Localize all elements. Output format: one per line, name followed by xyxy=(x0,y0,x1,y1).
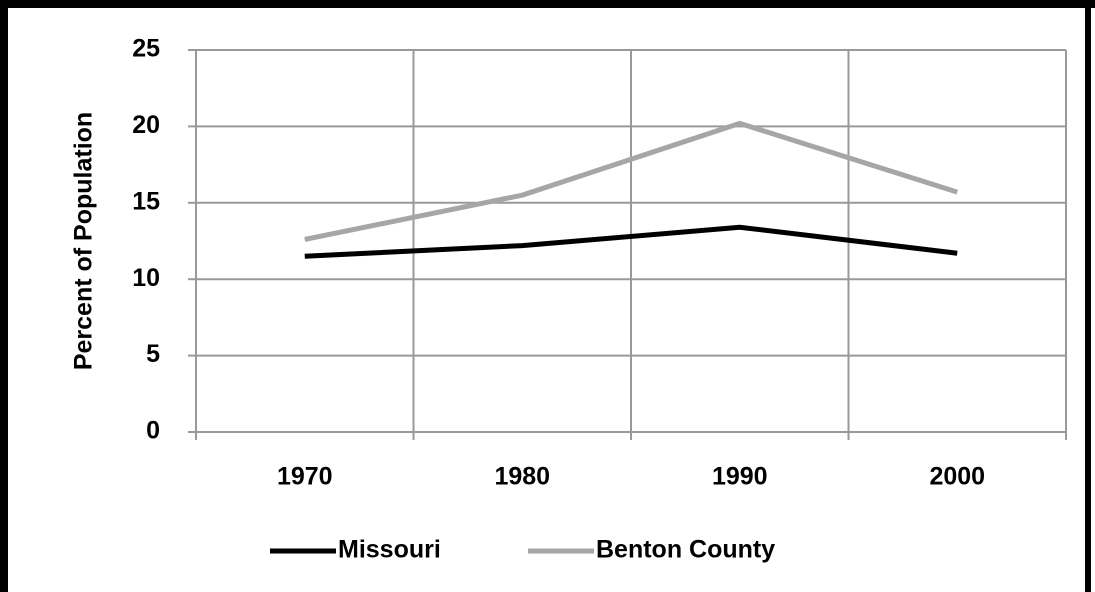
y-tick-label: 5 xyxy=(146,340,160,368)
y-tick-label: 10 xyxy=(132,264,160,292)
x-tick-label: 2000 xyxy=(929,463,985,491)
series-line xyxy=(304,120,959,242)
x-tick-label: 1980 xyxy=(494,463,550,491)
series-line xyxy=(304,224,958,259)
y-tick-label: 15 xyxy=(132,187,160,215)
y-tick-label: 0 xyxy=(146,417,160,445)
x-tick-label: 1990 xyxy=(712,463,768,491)
y-tick-label: 20 xyxy=(132,111,160,139)
y-axis-label: Percent of Population xyxy=(70,112,98,370)
y-tick-label: 25 xyxy=(132,35,160,63)
legend-label: Benton County xyxy=(596,536,775,564)
legend-label: Missouri xyxy=(338,536,441,564)
x-tick-label: 1970 xyxy=(277,463,333,491)
